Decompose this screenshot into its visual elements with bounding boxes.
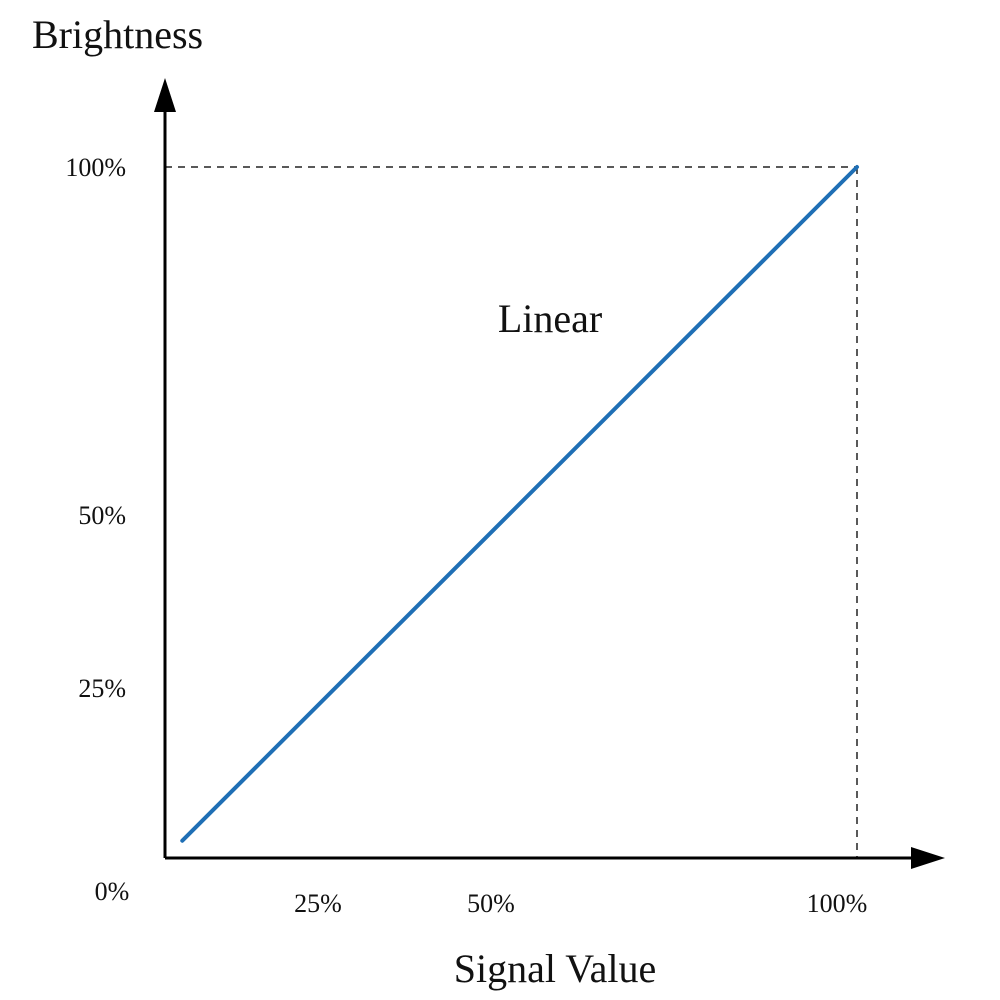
x-tick-label: 50% [467,889,515,918]
x-tick-labels: 0% 25% 50% 100% [95,877,868,918]
y-tick-label: 50% [78,501,126,530]
y-tick-label: 25% [78,674,126,703]
series-line-linear [180,165,859,843]
x-tick-label: 25% [294,889,342,918]
x-axis-arrow [911,847,945,869]
y-axis-title: Brightness [32,12,203,57]
series-annotation-linear: Linear [498,296,602,341]
x-tick-label: 100% [807,889,868,918]
y-axis-arrow [154,78,176,112]
x-tick-label: 0% [95,877,130,906]
y-tick-labels: 25% 50% 100% [65,153,126,703]
x-axis-title: Signal Value [454,946,657,991]
y-tick-label: 100% [65,153,126,182]
